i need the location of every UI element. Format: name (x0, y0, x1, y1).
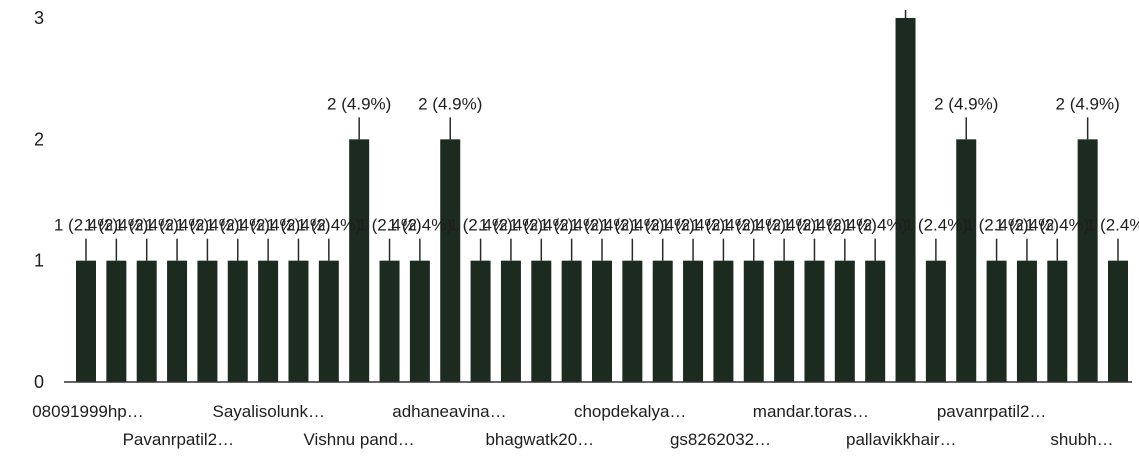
bar-value-label: 1 (2.4%) (115, 216, 179, 235)
bar-value-label: 1 (2.4%) (631, 216, 695, 235)
bar[interactable] (592, 260, 612, 382)
bar-value-label: 2 (4.9%) (1056, 94, 1120, 113)
bar-value-label: 2 (4.9%) (934, 94, 998, 113)
bar[interactable] (986, 260, 1007, 382)
x-category-label: bhagwatk20… (485, 430, 594, 449)
bar-value-label: 1 (2.4%) (813, 216, 877, 235)
bar-value-label: 1 (2.4%) (509, 216, 573, 235)
bar[interactable] (440, 139, 461, 382)
bar[interactable] (622, 260, 643, 382)
bar[interactable] (925, 260, 946, 382)
bar-value-label: 1 (2.4%) (600, 216, 664, 235)
bar-value-label: 1 (2.4%) (540, 216, 604, 235)
bar-value-label: 1 (2.4%) (570, 216, 634, 235)
bar[interactable] (288, 260, 309, 382)
bar[interactable] (409, 260, 430, 382)
bar-value-label: 1 (2.4%) (236, 216, 300, 235)
y-tick-label: 2 (34, 129, 44, 149)
bar[interactable] (834, 260, 855, 382)
x-category-label: mandar.toras… (753, 402, 869, 421)
bar-value-label: 1 (2.4%) (782, 216, 846, 235)
y-tick-label: 3 (34, 8, 44, 28)
bar-value-label: 2 (4.9%) (418, 94, 482, 113)
bar[interactable] (470, 260, 491, 382)
bar[interactable] (865, 260, 886, 382)
bar[interactable] (652, 260, 673, 382)
bar-value-label: 1 (2.4%) (84, 216, 148, 235)
bar-value-label: 1 (2.4%) (175, 216, 239, 235)
bar-value-label: 1 (2.4%) (206, 216, 270, 235)
bar-value-label: 1 (2.4%) (388, 216, 452, 235)
bar-value-label: 1 (2.4%) (722, 216, 786, 235)
bar[interactable] (167, 260, 188, 382)
bar-value-label: 1 (2.4%) (266, 216, 330, 235)
y-tick-label: 0 (34, 372, 44, 392)
bar[interactable] (561, 260, 582, 382)
bar[interactable] (683, 260, 704, 382)
x-category-label: Pavanrpatil2… (123, 430, 235, 449)
x-category-label: chopdekalya… (574, 402, 686, 421)
bar[interactable] (774, 260, 795, 382)
bar-value-label: 1 (2.4%) (661, 216, 725, 235)
x-category-label: Vishnu pand… (303, 430, 414, 449)
bar-value-label: 1 (2.4%) (904, 216, 968, 235)
bar-value-label: 1 (2.4%) (145, 216, 209, 235)
bar[interactable] (379, 260, 400, 382)
bar[interactable] (956, 139, 977, 382)
x-category-label: Sayalisolunk… (213, 402, 325, 421)
bar[interactable] (106, 260, 127, 382)
bar[interactable] (1077, 139, 1098, 382)
bar[interactable] (743, 260, 764, 382)
bar[interactable] (197, 260, 218, 382)
x-category-label: adhaneavina… (392, 402, 506, 421)
y-axis: 0 1 2 3 (34, 8, 44, 392)
bar-value-label: 2 (4.9%) (327, 94, 391, 113)
bar-value-label: 1 (2.4%) (691, 216, 755, 235)
x-category-label: pallavikkhair… (846, 430, 957, 449)
bar[interactable] (136, 260, 157, 382)
bar[interactable] (318, 260, 339, 382)
x-category-label: pavanrpatil2… (937, 402, 1047, 421)
bar-value-label: 1 (2.4%) (479, 216, 543, 235)
x-category-label: gs8262032… (670, 430, 771, 449)
bar-value-label: 1 (2.4%) (357, 216, 421, 235)
x-category-label: 08091999hp… (32, 402, 144, 421)
bar[interactable] (895, 18, 916, 382)
y-tick-label: 1 (34, 251, 44, 271)
bar-series (76, 10, 1128, 382)
bar[interactable] (531, 260, 552, 382)
bar[interactable] (804, 260, 825, 382)
bar-value-label: 1 (2.4%) (752, 216, 816, 235)
bar-value-label: 1 (2.4%) (297, 216, 361, 235)
x-category-label: shubh… (1050, 430, 1113, 449)
bar[interactable] (500, 260, 521, 382)
bar[interactable] (258, 260, 279, 382)
bar[interactable] (76, 260, 96, 382)
bar[interactable] (1108, 260, 1128, 382)
bar[interactable] (1047, 260, 1068, 382)
data-labels: 1 (2.4%)1 (2.4%)1 (2.4%)1 (2.4%)1 (2.4%)… (54, 94, 1139, 235)
bar-value-label: 1 (2.4%) (843, 216, 907, 235)
bar-value-label: 1 (2.4%) (964, 216, 1028, 235)
bar[interactable] (227, 260, 248, 382)
bar-value-label: 1 (2.4%) (448, 216, 512, 235)
bar-value-label: 1 (2.4%) (54, 216, 118, 235)
bar[interactable] (349, 139, 370, 382)
bar[interactable] (713, 260, 734, 382)
bar-value-label: 1 (2.4%) (1086, 216, 1139, 235)
x-axis: 08091999hp… Pavanrpatil2… Sayalisolunk… Vis… (32, 381, 1132, 449)
bar-value-label: 1 (2.4%) (1025, 216, 1089, 235)
bar[interactable] (1016, 260, 1037, 382)
bar-value-label: 1 (2.4%) (995, 216, 1059, 235)
